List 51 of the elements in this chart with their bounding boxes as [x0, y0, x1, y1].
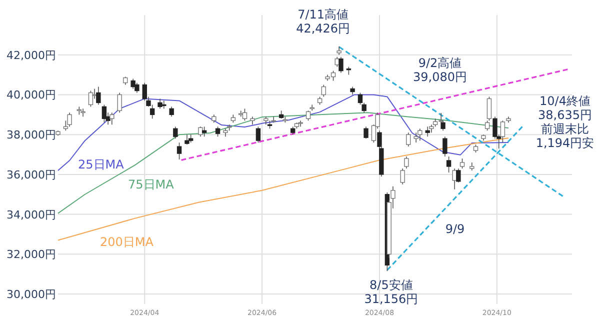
series-label: 200日MA [100, 235, 154, 250]
candlestick [134, 82, 140, 94]
candlestick [80, 108, 86, 118]
candlestick [400, 168, 405, 185]
y-tick-label: 40,000円 [6, 88, 56, 102]
candlestick [88, 90, 94, 108]
candlestick [306, 110, 311, 122]
candlestick [117, 92, 122, 114]
annotation: 7/11高値42,426円 [296, 7, 350, 36]
candlestick [404, 156, 409, 169]
candlestick [67, 112, 72, 128]
candlestick [298, 120, 303, 128]
series-label: 75日MA [128, 177, 174, 192]
candlestick [256, 126, 261, 143]
candlestick [184, 134, 190, 145]
candlestick [150, 104, 155, 120]
series-label: 25日MA [78, 157, 124, 172]
candlestick [176, 142, 182, 160]
candlestick [162, 100, 166, 110]
candlestick [242, 108, 248, 122]
candlestick [338, 56, 344, 74]
candlestick [169, 106, 174, 118]
y-tick-label: 42,000円 [6, 48, 56, 62]
candlestick [158, 98, 162, 110]
candlestick [418, 128, 422, 141]
candlestick [406, 132, 411, 147]
candlestick [96, 86, 101, 106]
annotation: 8/5安値31,156円 [364, 278, 418, 306]
annotation: 9/2高値39,080円 [413, 56, 467, 84]
y-tick-label: 38,000円 [6, 128, 56, 142]
candlestick [202, 126, 207, 137]
candlestick [173, 126, 178, 139]
candlestick [364, 126, 368, 139]
candlestick [425, 126, 430, 137]
candlestick [110, 112, 114, 126]
candlestick [198, 126, 203, 137]
y-tick-label: 32,000円 [6, 248, 56, 262]
candlestick [446, 156, 452, 173]
candlestick [460, 158, 465, 169]
candlestick [321, 84, 326, 98]
candlestick [215, 126, 220, 137]
annotation: 9/9 [445, 222, 465, 236]
y-tick-label: 36,000円 [6, 168, 56, 182]
candlestick [442, 136, 448, 157]
candlestick [414, 132, 418, 143]
y-tick-label: 34,000円 [6, 208, 56, 222]
candlestick [130, 78, 136, 90]
candlestick [102, 104, 107, 124]
annotation: 10/4終値38,635円前週末比1,194円安 [536, 94, 594, 150]
y-tick-label: 30,000円 [6, 288, 56, 302]
candlestick [310, 104, 314, 112]
